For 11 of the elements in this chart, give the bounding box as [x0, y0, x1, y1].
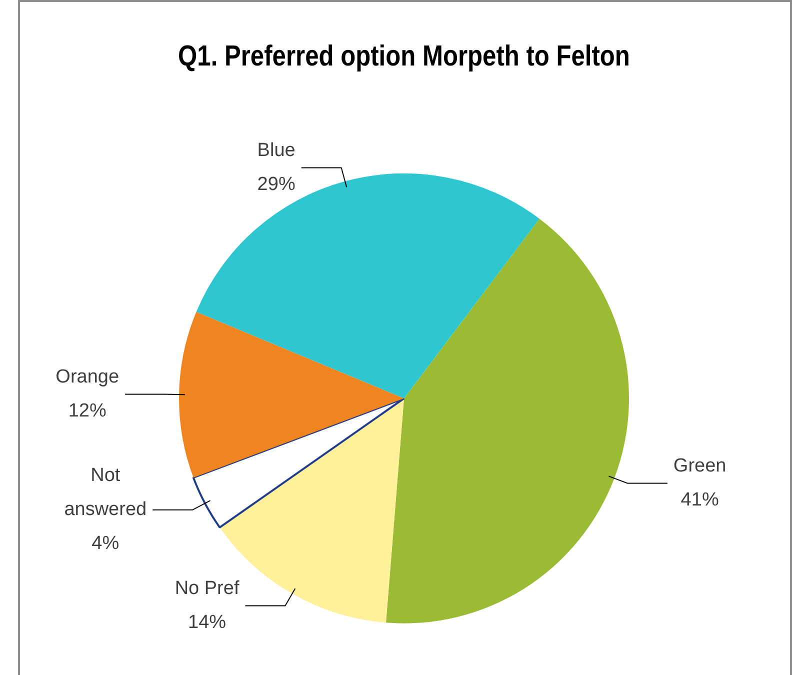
- slice-label: Green: [673, 456, 726, 477]
- data-label: 12%: [68, 400, 106, 422]
- chart-title: Q1. Preferred option Morpeth to Felton: [178, 40, 630, 72]
- slice-label: No Pref: [174, 578, 240, 600]
- data-label: 14%: [188, 612, 226, 634]
- data-label: 29%: [257, 174, 296, 195]
- slice-label: Orange: [56, 366, 120, 388]
- slice-label: Not answered: [64, 465, 147, 520]
- data-label: 41%: [680, 490, 719, 511]
- data-label: 4%: [92, 533, 120, 554]
- slice-label: Blue: [257, 140, 296, 161]
